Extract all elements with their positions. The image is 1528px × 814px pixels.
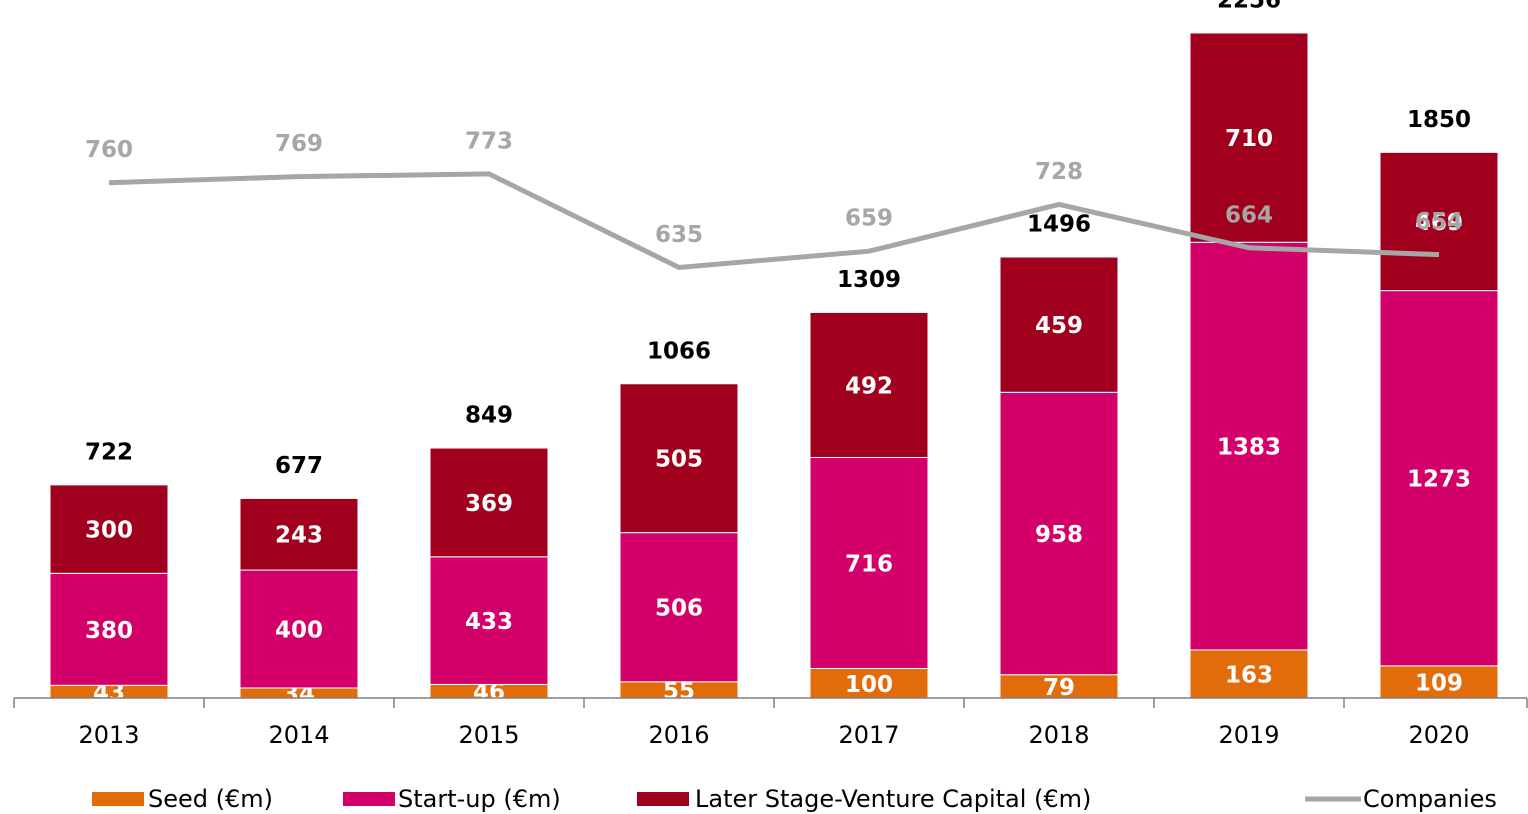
data-label: 1383 [1217, 435, 1281, 461]
bar-segment [619, 383, 739, 534]
total-label: 1309 [837, 267, 901, 293]
line-label: 654 [1415, 209, 1463, 235]
data-label: 505 [655, 447, 703, 473]
data-label: 243 [275, 523, 323, 549]
data-label: 55 [663, 678, 695, 704]
line-label: 760 [85, 137, 133, 163]
line-label: 769 [275, 131, 323, 157]
bar-segment [619, 532, 739, 683]
total-label: 722 [85, 439, 133, 465]
data-label: 380 [85, 618, 133, 644]
line-label: 773 [465, 128, 513, 154]
x-tick-label: 2017 [838, 721, 899, 749]
data-label: 300 [85, 518, 133, 544]
x-tick-label: 2016 [648, 721, 709, 749]
data-label: 109 [1415, 670, 1463, 696]
data-label: 716 [845, 551, 893, 577]
legend-label: Start-up (€m) [398, 785, 561, 813]
bar-segment [239, 569, 359, 689]
data-label: 369 [465, 491, 513, 517]
bar-segment [1379, 665, 1499, 699]
x-tick-label: 2014 [268, 721, 329, 749]
bar-segment [1379, 290, 1499, 667]
bar-segment [429, 447, 549, 558]
line-label: 664 [1225, 202, 1273, 228]
legend-swatch [343, 792, 395, 806]
legend-label: Later Stage-Venture Capital (€m) [695, 785, 1091, 813]
data-label: 710 [1225, 126, 1273, 152]
data-label: 506 [655, 596, 703, 622]
total-label: 849 [465, 403, 513, 429]
bar-segment [809, 311, 929, 458]
x-tick-label: 2020 [1408, 721, 1469, 749]
bar-segment [999, 391, 1119, 676]
legend-swatch [637, 792, 689, 806]
line-label: 635 [655, 222, 703, 248]
bar-segment [1379, 151, 1499, 292]
total-label: 1496 [1027, 212, 1091, 238]
legend-label: Seed (€m) [148, 785, 273, 813]
data-label: 958 [1035, 522, 1083, 548]
bar-segment [49, 484, 169, 574]
bar-segment [999, 256, 1119, 393]
data-label: 469 [1415, 210, 1463, 236]
data-label: 1273 [1407, 467, 1471, 493]
total-label: 677 [275, 453, 323, 479]
legend-label: Companies [1363, 785, 1497, 813]
legend-swatch [92, 792, 144, 806]
bar-segment [1189, 32, 1309, 243]
total-label: 2256 [1217, 0, 1281, 13]
bar-segment [1189, 241, 1309, 651]
x-tick-label: 2013 [78, 721, 139, 749]
data-label: 492 [845, 373, 893, 399]
total-label: 1850 [1407, 107, 1471, 133]
data-label: 400 [275, 618, 323, 644]
line [108, 171, 1440, 271]
x-tick-label: 2015 [458, 721, 519, 749]
data-label: 459 [1035, 313, 1083, 339]
line-label: 728 [1035, 159, 1083, 185]
bar-segment [809, 456, 929, 670]
line-label: 659 [845, 206, 893, 232]
bar-segment [809, 668, 929, 699]
bar-segment [239, 497, 359, 571]
data-label: 79 [1043, 675, 1075, 701]
bar-segment [49, 572, 169, 686]
data-label: 433 [465, 609, 513, 635]
x-tick-label: 2018 [1028, 721, 1089, 749]
x-tick-label: 2019 [1218, 721, 1279, 749]
total-label: 1066 [647, 338, 711, 364]
data-label: 163 [1225, 662, 1273, 688]
bar-segment [1189, 649, 1309, 699]
data-label: 100 [845, 672, 893, 698]
